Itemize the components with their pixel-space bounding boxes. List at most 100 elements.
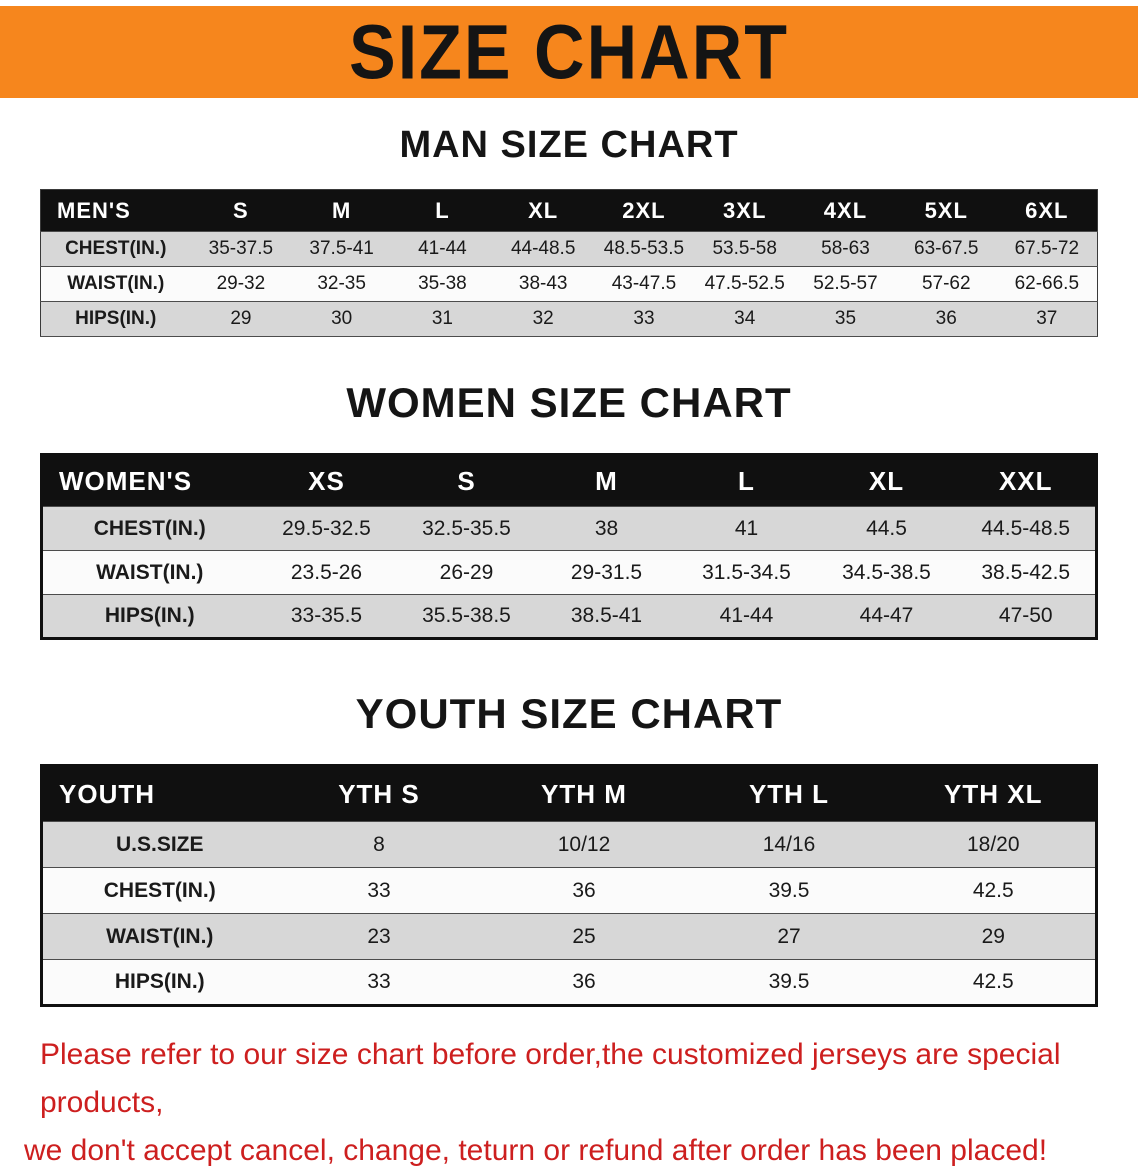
size-value: 47.5-52.5 — [704, 273, 785, 294]
size-value: 34 — [734, 308, 756, 329]
measurement-label: WAIST(IN.) — [96, 560, 204, 584]
measurement-label: CHEST(IN.) — [65, 238, 167, 259]
measurement-label: U.S.SIZE — [115, 832, 204, 856]
measurement-label: WAIST(IN.) — [106, 924, 214, 948]
size-value: 38.5-41 — [570, 604, 643, 627]
size-value: 38 — [594, 516, 619, 540]
size-value: 44-48.5 — [510, 238, 576, 259]
size-value: 30 — [331, 308, 353, 329]
size-value: 35.5-38.5 — [422, 604, 511, 627]
size-value: 33-35.5 — [290, 604, 363, 627]
youth-size-chart-heading: YOUTH SIZE CHART — [355, 690, 783, 737]
disclaimer-line-1: Please refer to our size chart before or… — [40, 1038, 1061, 1119]
size-value: 32-35 — [317, 273, 366, 294]
size-column-header: YTH L — [686, 765, 892, 822]
size-value: 58-63 — [821, 238, 870, 259]
size-value: 29 — [230, 308, 252, 329]
table-header-row: MEN'S S M L XL 2XL 3XL 4XL 5XL 6XL — [40, 189, 1098, 232]
table-row: HIPS(IN.) 33 36 39.5 42.5 — [41, 959, 1097, 1006]
size-value: 29-32 — [216, 273, 266, 294]
size-value: 44.5 — [866, 516, 907, 540]
size-column-header: 5XL — [895, 189, 997, 232]
disclaimer-note: Please refer to our size chart before or… — [0, 1031, 1138, 1175]
size-value: 39.5 — [768, 970, 810, 993]
size-value: 38.5-42.5 — [981, 560, 1071, 584]
measurement-label: CHEST(IN.) — [93, 516, 206, 540]
size-value: 32.5-35.5 — [422, 516, 511, 540]
size-column-header: XL — [816, 454, 957, 507]
men-size-table: MEN'S S M L XL 2XL 3XL 4XL 5XL 6XL CHEST(IN.) 35-37… — [40, 189, 1098, 337]
size-column-header: 4XL — [795, 189, 896, 232]
women-size-chart-section: WOMEN SIZE CHART WOMEN'S XS S M L XL XXL CHEST(… — [0, 379, 1138, 640]
size-value: 48.5-53.5 — [603, 238, 685, 259]
size-value: 42.5 — [972, 970, 1014, 993]
size-value: 23 — [367, 924, 391, 948]
size-value: 42.5 — [972, 878, 1014, 902]
size-value: 25 — [572, 924, 596, 948]
size-column-header: XXL — [956, 454, 1097, 507]
table-title-cell: YOUTH — [41, 765, 277, 822]
size-value: 32 — [532, 308, 554, 329]
size-value: 39.5 — [768, 878, 810, 902]
size-value: 35-38 — [418, 273, 467, 294]
size-column-header: 3XL — [694, 189, 796, 232]
size-value: 27 — [777, 924, 801, 948]
table-row: WAIST(IN.) 23 25 27 29 — [41, 913, 1097, 960]
youth-size-chart-section: YOUTH SIZE CHART YOUTH YTH S YTH M YTH L YTH… — [0, 690, 1138, 1007]
size-column-header: YTH S — [276, 765, 482, 822]
page-title: SIZE CHART — [349, 9, 789, 95]
size-value: 35-37.5 — [208, 238, 274, 259]
measurement-label: WAIST(IN.) — [67, 273, 165, 294]
table-row: CHEST(IN.) 33 36 39.5 42.5 — [41, 867, 1097, 914]
size-value: 33 — [633, 308, 655, 329]
table-header-row: WOMEN'S XS S M L XL XXL — [41, 454, 1097, 507]
size-value: 23.5-26 — [290, 560, 363, 584]
size-value: 43-47.5 — [611, 273, 677, 294]
size-value: 36 — [572, 970, 596, 993]
men-size-chart-heading: MAN SIZE CHART — [399, 124, 739, 166]
table-row: CHEST(IN.) 35-37.5 37.5-41 41-44 44-48.5 48.5… — [40, 231, 1098, 267]
size-value: 8 — [373, 832, 385, 856]
size-value: 31 — [431, 308, 453, 329]
size-value: 41-44 — [719, 604, 774, 627]
size-value: 38-43 — [518, 273, 568, 294]
size-column-header: XS — [256, 454, 397, 507]
measurement-label: HIPS(IN.) — [104, 604, 195, 627]
men-size-chart-section: MAN SIZE CHART MEN'S S M L XL 2XL 3XL 4XL 5XL 6XL… — [0, 124, 1138, 337]
table-row: HIPS(IN.) 29 30 31 32 33 34 35 36 37 — [40, 301, 1098, 337]
size-value: 37 — [1036, 308, 1058, 329]
size-column-header: YTH M — [481, 765, 687, 822]
size-chart-page: { "banner": { "title": "SIZE CHART" }, "… — [0, 6, 1138, 1167]
table-row: WAIST(IN.) 29-32 32-35 35-38 38-43 43-47.5 47.… — [40, 266, 1098, 302]
size-value: 63-67.5 — [914, 238, 979, 259]
table-row: CHEST(IN.) 29.5-32.5 32.5-35.5 38 41 44.5 44.5… — [41, 506, 1097, 551]
size-column-header: M — [536, 454, 677, 507]
size-value: 37.5-41 — [309, 238, 374, 259]
size-value: 44.5-48.5 — [981, 516, 1071, 540]
size-value: 41-44 — [418, 238, 467, 259]
table-header-row: YOUTH YTH S YTH M YTH L YTH XL — [41, 765, 1097, 822]
size-column-header: M — [291, 189, 393, 232]
size-value: 67.5-72 — [1014, 238, 1080, 259]
size-value: 62-66.5 — [1014, 273, 1080, 294]
size-value: 29-31.5 — [570, 560, 643, 584]
size-value: 35 — [834, 308, 857, 329]
size-value: 36 — [935, 308, 957, 329]
size-value: 52.5-57 — [813, 273, 878, 294]
size-value: 57-62 — [921, 273, 971, 294]
size-column-header: L — [676, 454, 817, 507]
size-value: 29 — [981, 924, 1005, 948]
size-value: 33 — [367, 878, 391, 902]
size-column-header: 6XL — [996, 189, 1098, 232]
size-value: 31.5-34.5 — [702, 560, 791, 584]
size-chart-banner: SIZE CHART — [0, 6, 1138, 98]
size-value: 47-50 — [998, 604, 1053, 627]
measurement-label: CHEST(IN.) — [103, 878, 216, 902]
size-value: 33 — [367, 970, 391, 993]
women-size-chart-heading: WOMEN SIZE CHART — [346, 379, 792, 426]
disclaimer-line-2: we don't accept cancel, change, teturn o… — [24, 1134, 1048, 1167]
table-row: HIPS(IN.) 33-35.5 35.5-38.5 38.5-41 41-44 44-… — [41, 594, 1097, 639]
size-value: 53.5-58 — [712, 238, 777, 259]
size-column-header: L — [392, 189, 493, 232]
size-value: 26-29 — [439, 560, 494, 584]
